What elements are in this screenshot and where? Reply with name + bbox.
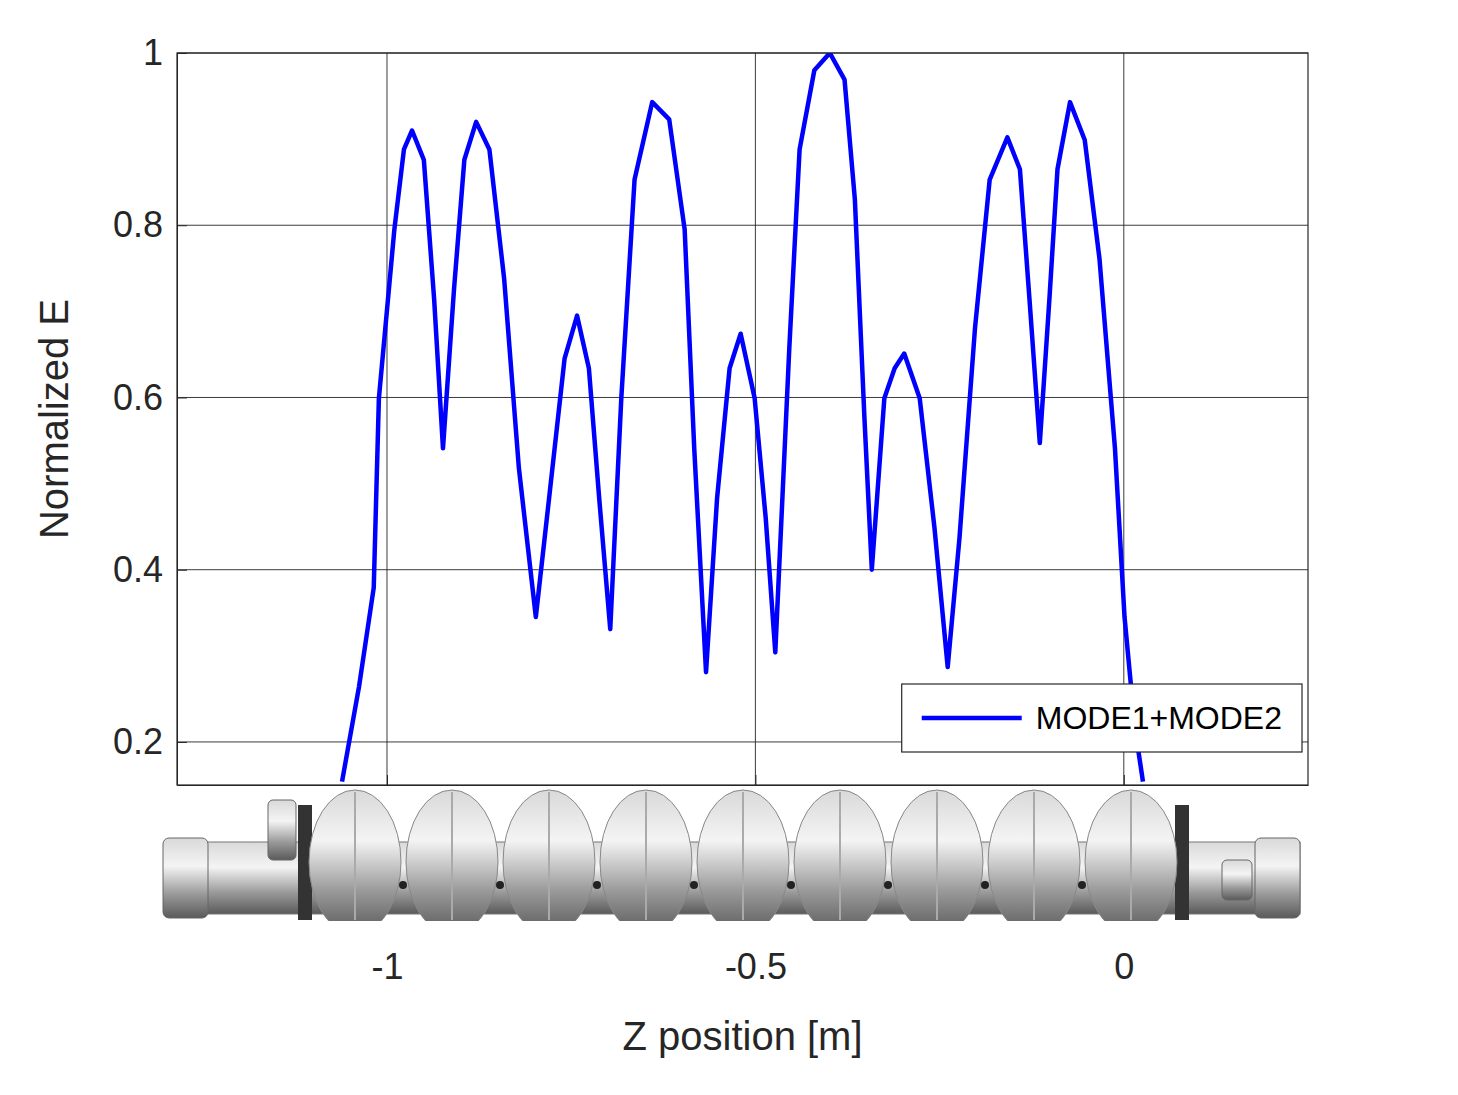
flange [1255,838,1300,918]
hole [496,881,504,889]
grid-line-y [177,569,1308,570]
weld-seam [354,792,356,920]
hole [884,881,892,889]
grid [177,53,1308,785]
legend: MODE1+MODE2 [902,684,1302,752]
y-tick: 0.4 [113,549,187,590]
x-axis-line [178,785,1309,786]
port [268,800,296,860]
x-tick-label: 0 [1114,946,1134,987]
hole [690,881,698,889]
cavity-cell [406,790,498,934]
hole [593,881,601,889]
weld-seam [839,792,841,920]
y-tick-label: 1 [143,32,163,73]
legend-item: MODE1+MODE2 [922,700,1282,736]
weld-seam [1130,792,1132,920]
y-axis-line [177,54,178,786]
cavity-cell [794,790,886,934]
grid-line-x [386,53,387,785]
plot-area [177,53,1308,785]
y-tick-label: 0.4 [113,549,163,590]
y-tick: 1 [143,32,187,73]
x-tick-mark [387,775,388,785]
y-tick-mark [177,225,187,226]
cavity-cell [503,790,595,934]
weld-seam [548,792,550,920]
y-tick-mark [177,397,187,398]
x-axis: -1 -0.5 0 [178,775,1309,987]
hole [981,881,989,889]
cavity-image [163,790,1300,934]
cavity-cell [600,790,692,934]
series-line [342,53,1143,782]
plot-frame [177,53,1308,785]
grid-line-x [1123,53,1124,785]
y-axis: 0.2 0.4 0.6 0.8 1 [113,32,187,785]
chart: 0.2 0.4 0.6 0.8 1 -1 -0.5 0 Z position [m] Normal… [0,0,1458,1095]
x-tick-mark [755,775,756,785]
flange [163,838,208,918]
y-tick-label: 0.6 [113,376,163,417]
legend-box [902,684,1302,752]
mask [150,921,1330,941]
cavity-cell [1085,790,1177,934]
cavity-cell [309,790,401,934]
weld-seam [1033,792,1035,920]
x-tick: -1 [371,775,403,987]
hole [787,881,795,889]
y-tick-label: 0.8 [113,204,163,245]
y-tick-label: 0.2 [113,721,163,762]
weld-seam [645,792,647,920]
legend-label: MODE1+MODE2 [1036,700,1282,736]
weld-seam [936,792,938,920]
weld-seam [451,792,453,920]
y-axis-title: Normalized E [32,299,76,539]
y-tick-mark [177,570,187,571]
legend-swatch [922,716,1022,721]
x-tick-label: -0.5 [725,946,787,987]
y-tick-mark [177,53,187,54]
cavity-cell [697,790,789,934]
port [1222,860,1252,900]
cavity-cell [988,790,1080,934]
y-tick: 0.6 [113,376,187,417]
x-tick-label: -1 [371,946,403,987]
x-tick: -0.5 [725,775,787,987]
x-tick-mark [1124,775,1125,785]
cavity-cell [891,790,983,934]
x-tick: 0 [1114,775,1134,987]
hole [1078,881,1086,889]
hole [399,881,407,889]
y-tick-mark [177,742,187,743]
grid-line-y [177,225,1308,226]
weld-seam [742,792,744,920]
y-tick: 0.8 [113,204,187,245]
y-tick: 0.2 [113,721,187,762]
series-group [342,53,1143,782]
x-axis-title: Z position [m] [622,1014,862,1058]
grid-line-y [177,397,1308,398]
